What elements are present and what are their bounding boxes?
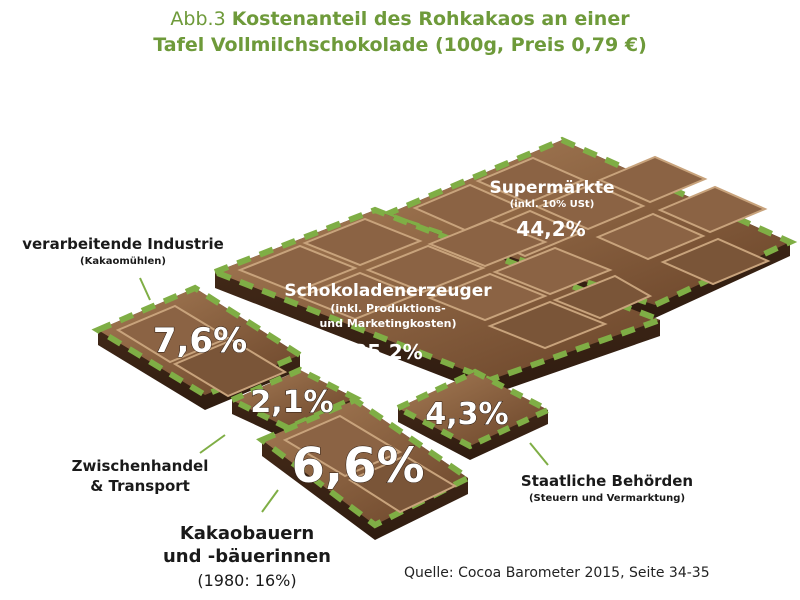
label-zwischenhandel-2: & Transport [90,477,190,495]
note-kakaobauern: (1980: 16%) [197,571,296,590]
chocolate-piece-supermaerkte [376,136,798,318]
note-schokoladenerzeuger-1: (inkl. Produktions- [330,302,445,315]
source-note: Quelle: Cocoa Barometer 2015, Seite 34-3… [404,565,710,581]
chocolate-piece-staatliche-behoerden [391,368,555,460]
note-staatliche-behoerden: (Steuern und Vermarktung) [529,493,685,504]
label-staatliche-behoerden: Staatliche Behörden [521,472,693,490]
chart-title-line-1: Abb.3 Kostenanteil des Rohkakaos an eine… [0,8,800,30]
label-verarbeitende-industrie: verarbeitende Industrie [22,235,224,253]
leader-line-kakaobauern [261,489,279,513]
label-kakaobauern-2: und -bäuerinnen [163,546,331,567]
value-staatliche-behoerden: 4,3% [425,397,508,432]
leader-line-industrie [139,277,151,301]
label-schokoladenerzeuger: Schokoladenerzeuger [284,281,492,301]
leader-line-behoerden [529,442,549,466]
chocolate-piece-kakaobauern [256,396,474,540]
figure-number: Abb.3 [170,8,226,30]
value-supermaerkte: 44,2% [516,217,585,241]
label-supermaerkte: Supermärkte [490,178,615,198]
chocolate-piece-verarbeitende-industrie [91,284,307,410]
note-verarbeitende-industrie: (Kakaomühlen) [80,256,166,267]
value-zwischenhandel: 2,1% [250,385,333,420]
chocolate-piece-schokoladenerzeuger [206,206,669,395]
note-supermaerkte: (inkl. 10% USt) [510,199,595,210]
value-schokoladenerzeuger: 35,2% [353,340,422,364]
chocolate-bar-squares [237,217,653,350]
chart-title-line-2: Tafel Vollmilchschokolade (100g, Preis 0… [153,34,647,56]
leader-lines [139,277,549,513]
label-zwischenhandel-1: Zwischenhandel [72,457,209,475]
title-text-1: Kostenanteil des Rohkakaos an einer [231,8,630,30]
note-schokoladenerzeuger-2: und Marketingkosten) [319,317,456,330]
leader-line-zwischenhandel [199,434,226,454]
value-kakaobauern: 6,6% [291,438,424,494]
label-kakaobauern-1: Kakaobauern [180,523,314,544]
value-verarbeitende-industrie: 7,6% [153,321,247,361]
